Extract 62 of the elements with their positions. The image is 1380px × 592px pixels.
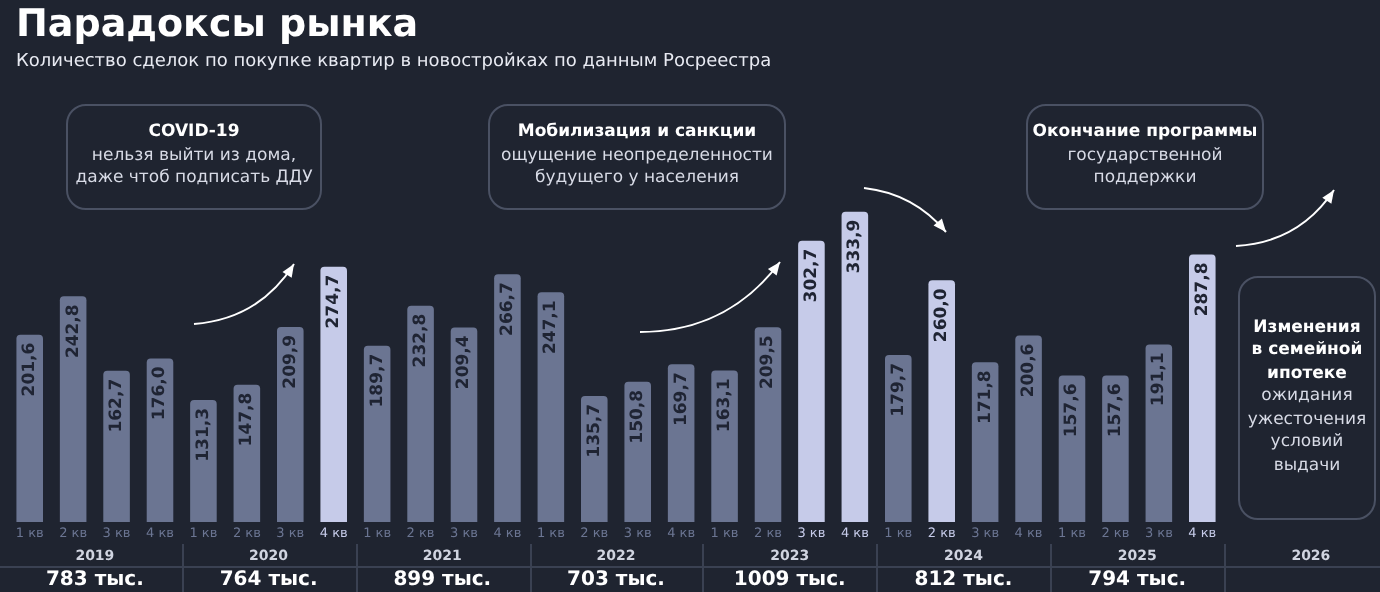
- data-label: 157,6: [1062, 383, 1083, 438]
- data-label: 274,7: [324, 274, 345, 329]
- bar: [581, 395, 608, 522]
- text: COVID-19 нельзя выйти из дома, даже чтоб подписать ДДУ: [73, 122, 315, 192]
- data-label: 150,8: [628, 389, 649, 444]
- data-label: 135,7: [584, 403, 605, 458]
- bar: [59, 296, 87, 522]
- data-label: 260,0: [932, 288, 953, 343]
- data-label: 171,8: [975, 370, 996, 425]
- bar: [494, 274, 521, 522]
- text: Окончание программы государственной поддержки: [1030, 122, 1260, 192]
- bar: [798, 240, 825, 522]
- bar: [537, 292, 565, 522]
- bar: [1145, 344, 1173, 522]
- data-label: 200,6: [1018, 343, 1039, 398]
- bar: [16, 334, 43, 522]
- bar: [711, 370, 738, 522]
- data-label: 179,7: [888, 362, 909, 417]
- bar: [407, 305, 434, 522]
- bar: [320, 266, 347, 522]
- data-label: 191,1: [1149, 352, 1170, 407]
- text: 703 тыс.: [567, 569, 665, 592]
- data-label: 209,9: [280, 334, 301, 389]
- data-label: 201,6: [20, 342, 41, 397]
- text: Мобилизация и санкции ощущение неопределенности будущего у населения: [499, 122, 775, 192]
- bar: [841, 211, 869, 522]
- text: Изменения в семейной ипотеке ожидания ужесточения условий выдачи: [1245, 317, 1369, 479]
- bar: [450, 327, 478, 522]
- data-label: 247,1: [541, 300, 562, 355]
- data-label: 189,7: [367, 353, 388, 408]
- text: 812 тыс.: [914, 569, 1013, 592]
- data-label: 242,8: [63, 304, 84, 359]
- data-label: 157,6: [1105, 383, 1126, 438]
- data-label: 147,8: [237, 392, 258, 447]
- data-label: 209,4: [454, 335, 475, 390]
- data-label: 162,7: [106, 378, 127, 433]
- bar: [103, 370, 130, 522]
- data-label: 131,3: [193, 407, 214, 462]
- bar: [624, 381, 651, 522]
- text: 783 тыс.: [45, 569, 144, 592]
- data-label: 232,8: [410, 313, 431, 368]
- bar: [277, 326, 304, 522]
- data-label: 163,1: [714, 378, 735, 433]
- data-label: 169,7: [671, 372, 692, 427]
- data-label: 266,7: [497, 281, 518, 336]
- data-label: 333,9: [845, 219, 866, 274]
- bar: [1015, 335, 1042, 522]
- data-label: 176,0: [150, 366, 171, 421]
- data-label: 302,7: [801, 248, 822, 303]
- bar: [1102, 375, 1129, 522]
- bar: [928, 280, 955, 522]
- text: 764 тыс.: [219, 569, 318, 592]
- text: 1009 тыс.: [733, 569, 846, 592]
- chart-title: Парадоксы рынка: [16, 2, 419, 46]
- bar: [190, 399, 217, 522]
- bar: [885, 354, 912, 522]
- data-label: 287,8: [1192, 262, 1213, 317]
- data-label: 209,5: [758, 335, 779, 390]
- bar: [1189, 254, 1216, 522]
- text: 899 тыс.: [393, 569, 492, 592]
- chart-subtitle: Количество сделок по покупке квартир в новостройках по данным Росреестра: [16, 52, 772, 72]
- text: 794 тыс.: [1088, 569, 1187, 592]
